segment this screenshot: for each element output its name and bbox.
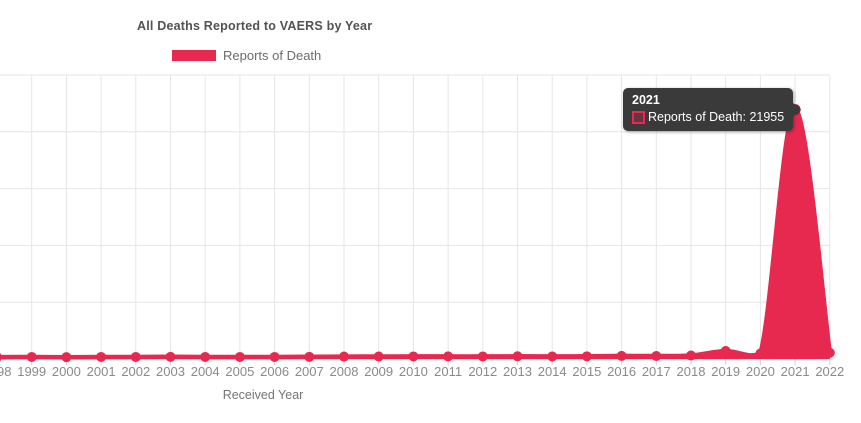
x-axis-label-2007: 2007 [294, 364, 324, 379]
data-point-2012[interactable] [477, 351, 488, 362]
x-axis-label-2009: 2009 [364, 364, 394, 379]
area-series [0, 109, 830, 359]
x-axis-label-2002: 2002 [121, 364, 151, 379]
data-point-2001[interactable] [96, 351, 107, 362]
x-axis-label-2021: 2021 [780, 364, 810, 379]
x-axis-label-2013: 2013 [503, 364, 532, 379]
x-axis-label-2000: 2000 [51, 364, 81, 379]
data-point-2005[interactable] [234, 351, 245, 362]
x-axis-title: Received Year [222, 388, 304, 402]
x-axis-label-2005: 2005 [225, 364, 255, 379]
tooltip-body: Reports of Death: 21955 [648, 110, 785, 124]
x-axis-label-2006: 2006 [260, 364, 290, 379]
tooltip-title: 2021 [632, 93, 660, 107]
x-axis-label-2015: 2015 [572, 364, 602, 379]
data-point-1999[interactable] [26, 351, 37, 362]
x-axis-label-2020: 2020 [745, 364, 775, 379]
chart-title: All Deaths Reported to VAERS by Year [137, 19, 373, 33]
data-point-2006[interactable] [269, 351, 280, 362]
series-line [0, 107, 833, 360]
data-point-2002[interactable] [130, 351, 141, 362]
legend-item-reports-of-death[interactable]: Reports of Death [172, 48, 321, 63]
data-point-2007[interactable] [304, 351, 315, 362]
data-point-2010[interactable] [408, 351, 419, 362]
x-axis-label-2012: 2012 [468, 364, 498, 379]
tooltip-series-swatch [632, 110, 645, 124]
x-axis-label-2010: 2010 [398, 364, 428, 379]
x-axis-label-2008: 2008 [329, 364, 359, 379]
x-axis-label-1998: 1998 [0, 364, 12, 379]
data-point-2003[interactable] [165, 351, 176, 362]
data-point-2018[interactable] [686, 350, 696, 361]
x-axis-label-2011: 2011 [434, 364, 463, 379]
x-axis-label-2014: 2014 [537, 364, 567, 379]
x-axis-label-2016: 2016 [607, 364, 637, 379]
x-axis-label-2022: 2022 [815, 364, 845, 379]
tooltip: 2021 Reports of Death: 21955 [623, 88, 802, 131]
data-point-2009[interactable] [373, 351, 384, 362]
x-axis-label-2003: 2003 [156, 364, 185, 379]
x-axis-label-2019: 2019 [711, 364, 741, 379]
legend-label: Reports of Death [223, 48, 322, 63]
data-point-2014[interactable] [547, 351, 558, 362]
data-point-2019[interactable] [720, 346, 731, 357]
data-point-2004[interactable] [200, 351, 211, 362]
data-point-2022[interactable] [824, 347, 835, 358]
data-point-2016[interactable] [616, 350, 627, 361]
data-point-2011[interactable] [443, 351, 454, 362]
x-axis-label-2018: 2018 [676, 364, 706, 379]
x-axis-label-2017: 2017 [641, 364, 671, 379]
data-point-2008[interactable] [339, 351, 349, 362]
x-axis-label-2004: 2004 [190, 364, 220, 379]
data-point-2015[interactable] [581, 351, 592, 362]
x-axis-label-1999: 1999 [17, 364, 47, 379]
data-point-2013[interactable] [512, 351, 523, 362]
data-point-2020[interactable] [755, 348, 766, 359]
data-point-2017[interactable] [651, 350, 662, 361]
data-point-1998[interactable] [0, 352, 2, 362]
legend-swatch [172, 50, 216, 61]
x-axis-label-2001: 2001 [86, 364, 116, 379]
data-point-2000[interactable] [61, 352, 72, 363]
